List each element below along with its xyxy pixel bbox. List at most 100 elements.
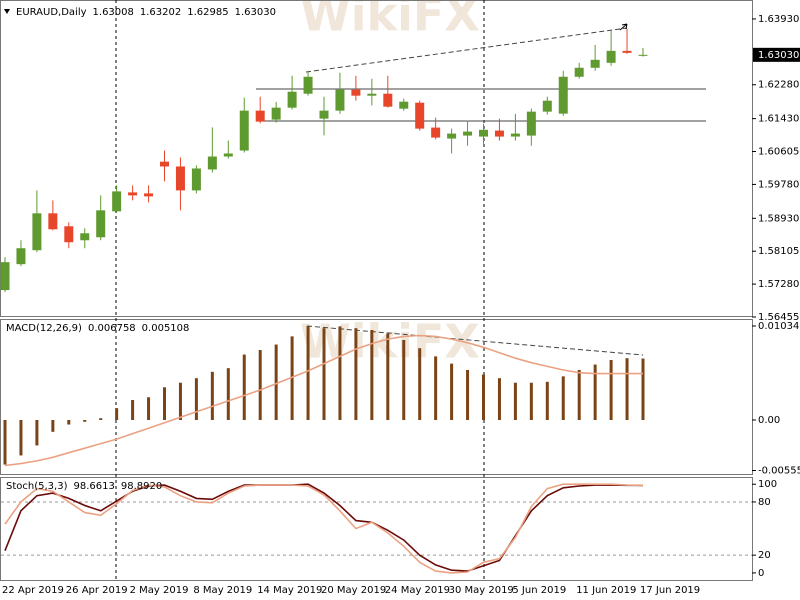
candle-body [48, 213, 58, 230]
indicator-title: MACD(12,26,9) [6, 323, 82, 334]
y-tick-label: 1.56455 [758, 312, 799, 323]
macd-panel [0, 319, 753, 475]
x-tick-label: 26 Apr 2019 [66, 585, 128, 596]
y-tick-label: 1.61430 [758, 114, 799, 125]
x-tick-label: 5 Jun 2019 [512, 585, 566, 596]
histogram-bar [561, 376, 565, 420]
x-tick-label: 11 Jun 2019 [576, 585, 636, 596]
candle-body [494, 130, 504, 137]
candle-body [207, 156, 217, 170]
histogram-bar [497, 378, 501, 420]
histogram-bar [274, 344, 278, 420]
candle-body [558, 76, 568, 114]
y-tick-label: 1.58105 [758, 246, 799, 257]
histogram-bar [258, 350, 262, 420]
histogram-bar [593, 364, 597, 420]
y-tick-label: 1.58930 [758, 213, 799, 224]
histogram-bar [194, 378, 198, 420]
candle-body [622, 50, 632, 53]
histogram-bar [226, 368, 230, 420]
histogram-bar [418, 348, 422, 420]
candle-body [191, 168, 201, 191]
candle-body [255, 110, 265, 122]
panel-header: Stoch(5,3,3) 98.6613 98.8920 [6, 481, 162, 492]
candle-body [510, 133, 520, 137]
histogram-bar [625, 358, 629, 420]
candle-body [574, 67, 584, 77]
histogram-bar [67, 420, 71, 425]
candle-body [399, 101, 409, 109]
indicator-line [4, 334, 643, 467]
candle-body [223, 153, 233, 157]
y-tick-label: 1.59780 [758, 179, 799, 190]
header-value: 1.62985 [187, 7, 228, 18]
main-panel [0, 0, 753, 317]
x-tick-label: 30 May 2019 [449, 585, 514, 596]
candle-body [287, 91, 297, 108]
candle-body [112, 191, 122, 212]
candle-body [96, 210, 106, 238]
candle-body [606, 50, 616, 63]
header-value: 1.63008 [93, 7, 134, 18]
candle-body [144, 193, 154, 197]
histogram-bar [115, 408, 119, 420]
y-tick-label: 1.60605 [758, 147, 799, 158]
x-tick-label: 8 May 2019 [193, 585, 252, 596]
candle-body [303, 76, 313, 94]
x-tick-label: 24 May 2019 [385, 585, 450, 596]
panel-header: MACD(12,26,9) 0.006758 0.005108 [6, 323, 189, 334]
y-tick-label: 20 [758, 550, 771, 561]
candle-body [463, 131, 473, 136]
histogram-bar [450, 363, 454, 420]
indicator-line [4, 483, 644, 572]
histogram-bar [386, 333, 390, 420]
indicator-line [4, 483, 644, 574]
y-tick-label: 0.00 [758, 415, 780, 426]
histogram-bar [210, 371, 214, 420]
y-tick-label: 1.63930 [758, 14, 799, 25]
candle-body [367, 93, 377, 96]
y-tick-label: 1.62280 [758, 80, 799, 91]
candle-body [16, 248, 26, 265]
x-tick-label: 17 Jun 2019 [640, 585, 700, 596]
histogram-bar [242, 354, 246, 420]
histogram-bar [35, 420, 39, 446]
histogram-bar [131, 400, 135, 420]
candle-body [383, 93, 393, 107]
last-price-tag [753, 47, 800, 62]
histogram-bar [163, 387, 166, 420]
indicator-title: Stoch(5,3,3) [6, 481, 68, 492]
trend-line [306, 325, 644, 356]
candle-body [479, 129, 488, 137]
histogram-bar [370, 330, 374, 420]
header-value: 98.6613 [73, 481, 114, 492]
candle-body [526, 111, 536, 136]
candle-body [80, 233, 90, 241]
header-value: 0.005108 [142, 323, 190, 334]
panel-menu-icon [4, 9, 10, 14]
histogram-bar [402, 340, 406, 420]
x-tick-label: 14 May 2019 [257, 585, 322, 596]
candle-body [0, 262, 10, 291]
header-value: 1.63030 [235, 7, 276, 18]
histogram-bar [529, 382, 533, 420]
y-tick-label: 100 [758, 479, 777, 490]
histogram-bar [83, 420, 87, 422]
candle-body [175, 166, 185, 191]
histogram-bar [99, 418, 103, 420]
histogram-bar [322, 328, 326, 420]
histogram-bar [338, 326, 342, 420]
x-tick-label: 2 May 2019 [130, 585, 189, 596]
histogram-bar [641, 358, 645, 420]
candle-body [638, 54, 648, 56]
x-tick-label: 22 Apr 2019 [2, 585, 64, 596]
y-tick-label: -0.005557 [758, 466, 800, 477]
candle-body [64, 226, 74, 243]
histogram-bar [147, 397, 151, 420]
watermark: WikiFX [300, 0, 480, 42]
panel-header: EURAUD,Daily 1.63008 1.63202 1.62985 1.63030 [16, 7, 276, 18]
candle-body [128, 192, 138, 196]
candle-body [239, 110, 249, 151]
